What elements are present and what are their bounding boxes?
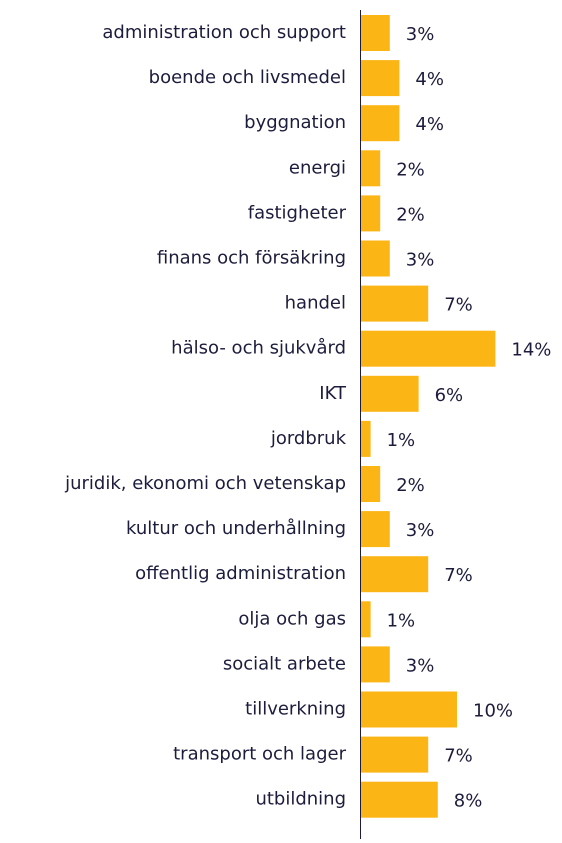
category-label: socialt arbete: [223, 653, 346, 674]
value-label: 3%: [406, 250, 435, 271]
value-label: 7%: [444, 565, 473, 586]
category-label: boende och livsmedel: [149, 67, 346, 88]
bar: [361, 15, 390, 51]
value-label: 4%: [415, 69, 444, 90]
value-label: 7%: [444, 295, 473, 316]
bar: [361, 240, 390, 277]
category-label: byggnation: [244, 112, 346, 133]
bar: [361, 60, 400, 97]
value-label: 14%: [511, 340, 551, 361]
category-label: fastigheter: [248, 202, 347, 223]
value-label: 3%: [406, 520, 435, 541]
bar: [361, 285, 429, 322]
category-label: transport och lager: [173, 744, 346, 765]
category-label: administration och support: [102, 22, 346, 43]
category-label: offentlig administration: [135, 563, 346, 584]
bar: [361, 511, 390, 548]
value-label: 1%: [387, 430, 416, 451]
category-label: olja och gas: [238, 608, 346, 629]
value-label: 2%: [396, 159, 425, 180]
bar: [361, 646, 390, 683]
value-label: 10%: [473, 701, 513, 722]
bar: [361, 105, 400, 142]
bar: [361, 150, 381, 187]
category-label: juridik, ekonomi och vetenskap: [64, 473, 346, 494]
value-label: 4%: [415, 114, 444, 135]
category-label: jordbruk: [270, 428, 347, 449]
value-label: 6%: [435, 385, 464, 406]
bar: [361, 691, 457, 728]
bar: [361, 601, 371, 638]
category-label: finans och försäkring: [157, 248, 346, 269]
bar: [361, 781, 438, 818]
category-label: kultur och underhållning: [126, 518, 346, 539]
value-label: 2%: [396, 475, 425, 496]
category-label: tillverkning: [245, 699, 346, 720]
bar: [361, 466, 381, 502]
bar: [361, 195, 381, 232]
category-label: energi: [289, 157, 346, 178]
category-label: handel: [285, 293, 346, 314]
category-label: hälso- och sjukvård: [171, 338, 346, 359]
bar: [361, 556, 429, 593]
value-label: 7%: [444, 746, 473, 767]
bar: [361, 330, 496, 367]
value-label: 2%: [396, 204, 425, 225]
category-label: IKT: [319, 383, 347, 404]
value-label: 3%: [406, 655, 435, 676]
value-label: 1%: [387, 610, 416, 631]
value-label: 3%: [406, 24, 435, 45]
bar: [361, 420, 371, 457]
bar: [361, 375, 419, 412]
bar: [361, 736, 429, 773]
value-label: 8%: [454, 791, 483, 812]
category-label: utbildning: [255, 789, 346, 810]
